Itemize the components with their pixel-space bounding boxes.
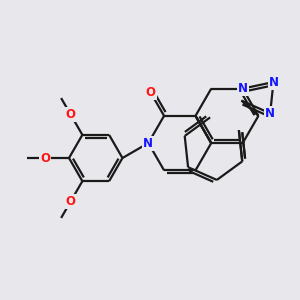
Text: O: O (146, 86, 156, 99)
Text: N: N (143, 136, 153, 150)
Text: N: N (143, 136, 153, 150)
Text: O: O (66, 195, 76, 208)
Text: N: N (238, 82, 248, 95)
Text: N: N (268, 76, 278, 88)
Text: O: O (40, 152, 50, 164)
Text: N: N (265, 107, 275, 120)
Text: O: O (66, 108, 76, 121)
